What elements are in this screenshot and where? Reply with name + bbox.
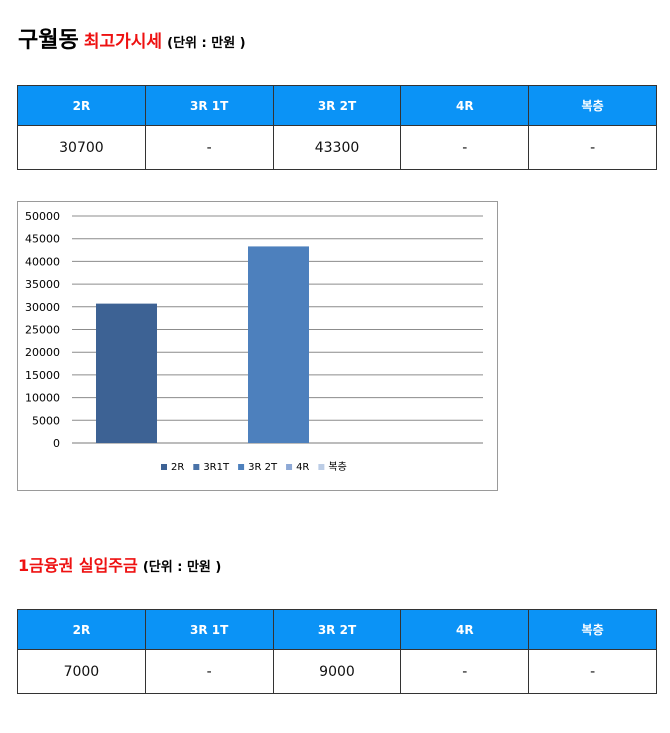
y-tick-label: 35000 xyxy=(25,278,60,291)
legend-label: 3R1T xyxy=(203,462,230,473)
table-cell: - xyxy=(528,649,657,694)
bar-2R xyxy=(96,303,157,443)
column-header: 4R xyxy=(400,609,530,650)
section-title: 최고가시세 xyxy=(83,32,163,52)
column-header: 3R 2T xyxy=(272,609,402,650)
price-bar-chart: 0 5000 10000 15000 20000 25000 30000 35000 40000… xyxy=(17,201,498,491)
column-header: 4R xyxy=(400,85,530,126)
y-tick-label: 0 xyxy=(53,437,60,450)
legend-swatch xyxy=(238,464,245,470)
column-header: 복층 xyxy=(528,609,657,650)
legend-swatch xyxy=(193,464,200,470)
table-cell: 43300 xyxy=(272,125,402,170)
y-tick-label: 10000 xyxy=(25,392,60,405)
legend-swatch xyxy=(318,464,325,470)
section-title: 1금융권 실입주금 xyxy=(18,556,138,575)
table-row: 7000 - 9000 - - xyxy=(17,649,657,694)
legend-label: 3R 2T xyxy=(248,462,278,473)
column-header: 2R xyxy=(17,609,146,650)
table-row: 30700 - 43300 - - xyxy=(17,125,657,170)
y-tick-label: 15000 xyxy=(25,369,60,382)
table-cell: - xyxy=(400,125,530,170)
column-header: 3R 2T xyxy=(272,85,402,126)
table-cell: - xyxy=(400,649,530,694)
column-header: 3R 1T xyxy=(144,609,274,650)
unit-note: (단위 : 만원 ) xyxy=(167,36,246,51)
y-tick-label: 5000 xyxy=(32,414,60,427)
legend-label: 복층 xyxy=(328,461,346,473)
table-cell: 7000 xyxy=(17,649,146,694)
table-cell: - xyxy=(144,125,274,170)
column-header: 2R xyxy=(17,85,146,126)
bar-3R-2T xyxy=(248,246,309,443)
place-name: 구월동 xyxy=(18,28,79,53)
y-tick-label: 25000 xyxy=(25,324,60,337)
column-header: 3R 1T xyxy=(144,85,274,126)
y-tick-label: 40000 xyxy=(25,255,60,268)
chart-svg: 0 5000 10000 15000 20000 25000 30000 35000 40000… xyxy=(25,210,483,473)
table-cell: 30700 xyxy=(17,125,146,170)
table-cell: - xyxy=(528,125,657,170)
table-header-row: 2R 3R 1T 3R 2T 4R 복층 xyxy=(17,609,657,650)
unit-note: (단위 : 만원 ) xyxy=(142,560,222,575)
table-header-row: 2R 3R 1T 3R 2T 4R 복층 xyxy=(17,85,657,126)
legend-swatch xyxy=(286,464,293,470)
legend-label: 4R xyxy=(296,462,309,473)
section-heading-move-in: 1금융권 실입주금 (단위 : 만원 ) xyxy=(18,552,221,576)
max-price-table: 2R 3R 1T 3R 2T 4R 복층 30700 - 43300 - - xyxy=(17,85,657,170)
section-heading-max-price: 구월동 최고가시세 (단위 : 만원 ) xyxy=(18,22,246,54)
y-tick-label: 20000 xyxy=(25,346,60,359)
table-cell: 9000 xyxy=(272,649,402,694)
column-header: 복층 xyxy=(528,85,657,126)
legend-swatch xyxy=(161,464,167,470)
move-in-cost-table: 2R 3R 1T 3R 2T 4R 복층 7000 - 9000 - - xyxy=(17,609,657,694)
legend-label: 2R xyxy=(171,462,184,473)
y-tick-label: 45000 xyxy=(25,233,60,246)
table-cell: - xyxy=(144,649,274,694)
y-tick-label: 50000 xyxy=(25,210,60,223)
y-tick-label: 30000 xyxy=(25,301,60,314)
